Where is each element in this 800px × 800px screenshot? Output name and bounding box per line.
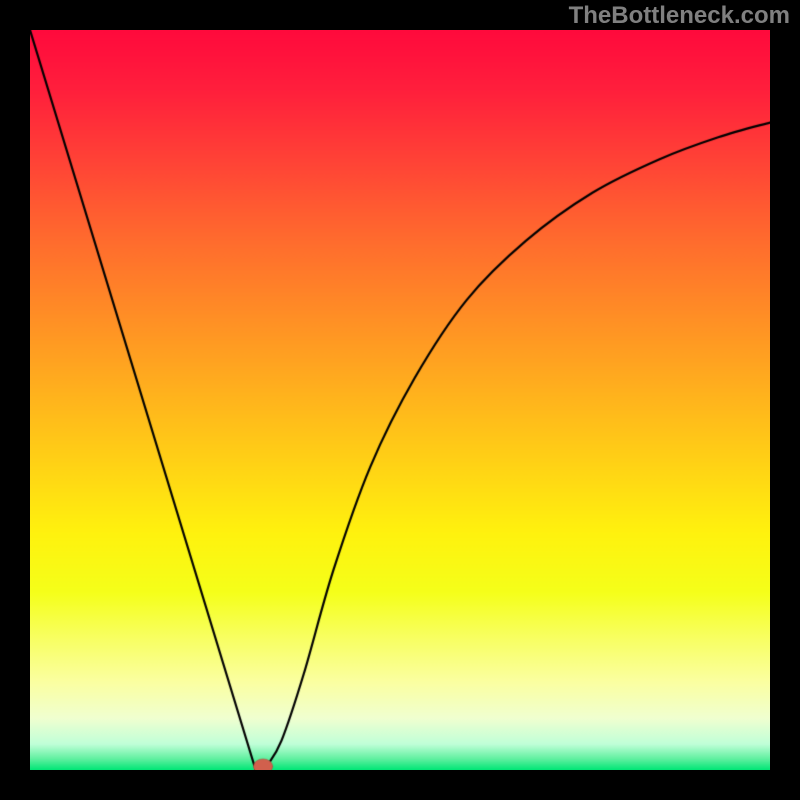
chart-container: TheBottleneck.com	[0, 0, 800, 800]
plot-area	[30, 30, 770, 770]
curve-layer	[30, 30, 770, 770]
watermark-label: TheBottleneck.com	[569, 2, 790, 30]
